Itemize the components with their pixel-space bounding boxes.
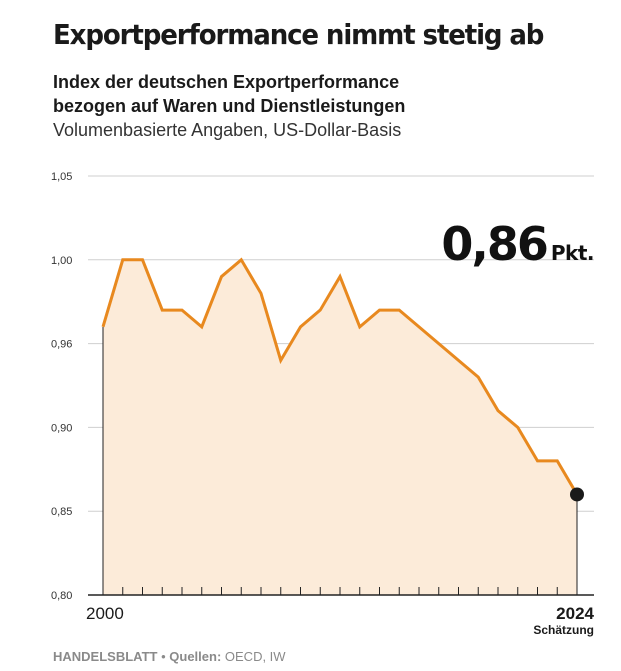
area-layer [101, 257, 584, 595]
y-tick-label: 0,85 [51, 506, 72, 518]
subtitle-line-2: bezogen auf Waren und Dienstleistungen [53, 96, 406, 116]
area-fill [103, 259, 577, 595]
y-tick-label: 0,90 [51, 422, 72, 434]
value-callout: 0,86 Pkt. [441, 217, 594, 271]
chart-footer: HANDELSBLATT • Quellen: OECD, IW [53, 649, 286, 664]
x-tick-label: 2024 [556, 604, 594, 623]
y-tick-label: 1,05 [51, 171, 72, 183]
axis-labels: 0,80 0,85 0,90 0,96 1,00 1,05 2000 2024Schätzun… [51, 171, 595, 637]
x-tick-sublabel: Schätzung [533, 623, 594, 637]
x-axis [88, 587, 594, 596]
highlight-marker [570, 487, 584, 502]
y-tick-label: 0,80 [51, 590, 72, 602]
footer-source-label: Quellen: [169, 649, 222, 664]
chart-note: Volumenbasierte Angaben, US-Dollar-Basis [53, 120, 402, 140]
footer-separator: • [157, 649, 170, 664]
y-tick-label: 0,96 [51, 339, 72, 351]
chart-subtitle: Index der deutschen Exportperformance be… [53, 70, 405, 118]
subtitle-line-1: Index der deutschen Exportperformance [53, 72, 400, 92]
x-tick-label: 2000 [86, 604, 124, 623]
footer-brand: HANDELSBLATT [53, 649, 158, 664]
callout-unit: Pkt. [551, 241, 594, 265]
footer-source-text: OECD, IW [221, 649, 286, 664]
y-tick-label: 1,00 [51, 255, 72, 267]
callout-value: 0,86 [441, 217, 547, 271]
chart-title: Exportperformance nimmt stetig ab [53, 18, 544, 51]
